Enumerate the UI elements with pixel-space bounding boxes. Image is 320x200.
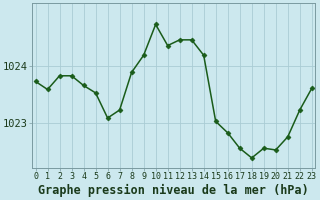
X-axis label: Graphe pression niveau de la mer (hPa): Graphe pression niveau de la mer (hPa) xyxy=(38,184,309,197)
